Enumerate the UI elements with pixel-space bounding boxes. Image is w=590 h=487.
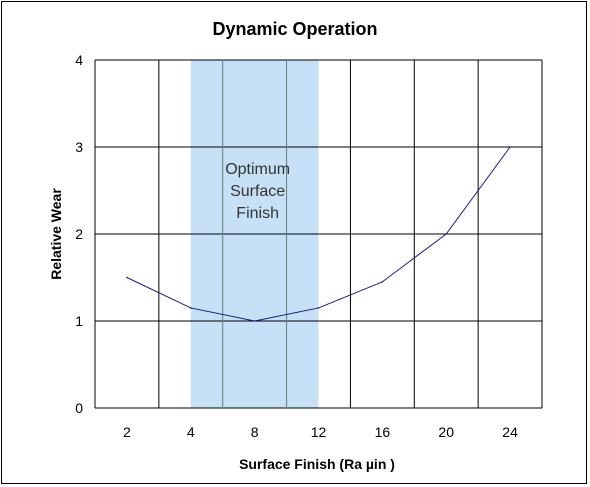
x-tick-label: 4 bbox=[187, 424, 195, 440]
x-tick-label: 8 bbox=[251, 424, 259, 440]
series-point bbox=[126, 276, 128, 279]
series-point bbox=[381, 281, 384, 283]
series-point bbox=[317, 307, 320, 309]
series-point bbox=[445, 233, 448, 235]
chart-title: Dynamic Operation bbox=[212, 19, 377, 39]
y-tick-label: 0 bbox=[75, 400, 83, 416]
x-tick-label: 2 bbox=[123, 424, 131, 440]
series-point bbox=[189, 307, 192, 309]
series-point bbox=[509, 146, 511, 148]
y-tick-label: 3 bbox=[75, 139, 83, 155]
band-label-line: Surface bbox=[230, 183, 285, 200]
x-tick-label: 16 bbox=[375, 424, 391, 440]
band-label-line: Finish bbox=[236, 205, 279, 222]
x-tick-label: 24 bbox=[502, 424, 518, 440]
y-axis-label: Relative Wear bbox=[48, 188, 64, 280]
y-tick-label: 4 bbox=[75, 52, 83, 68]
x-tick-label: 12 bbox=[311, 424, 327, 440]
x-axis-label: Surface Finish (Ra µin ) bbox=[239, 456, 395, 472]
y-tick-label: 2 bbox=[75, 226, 83, 242]
y-tick-label: 1 bbox=[75, 313, 83, 329]
band-label-line: Optimum bbox=[225, 161, 290, 178]
series-point bbox=[253, 320, 256, 322]
x-tick-label: 20 bbox=[438, 424, 454, 440]
